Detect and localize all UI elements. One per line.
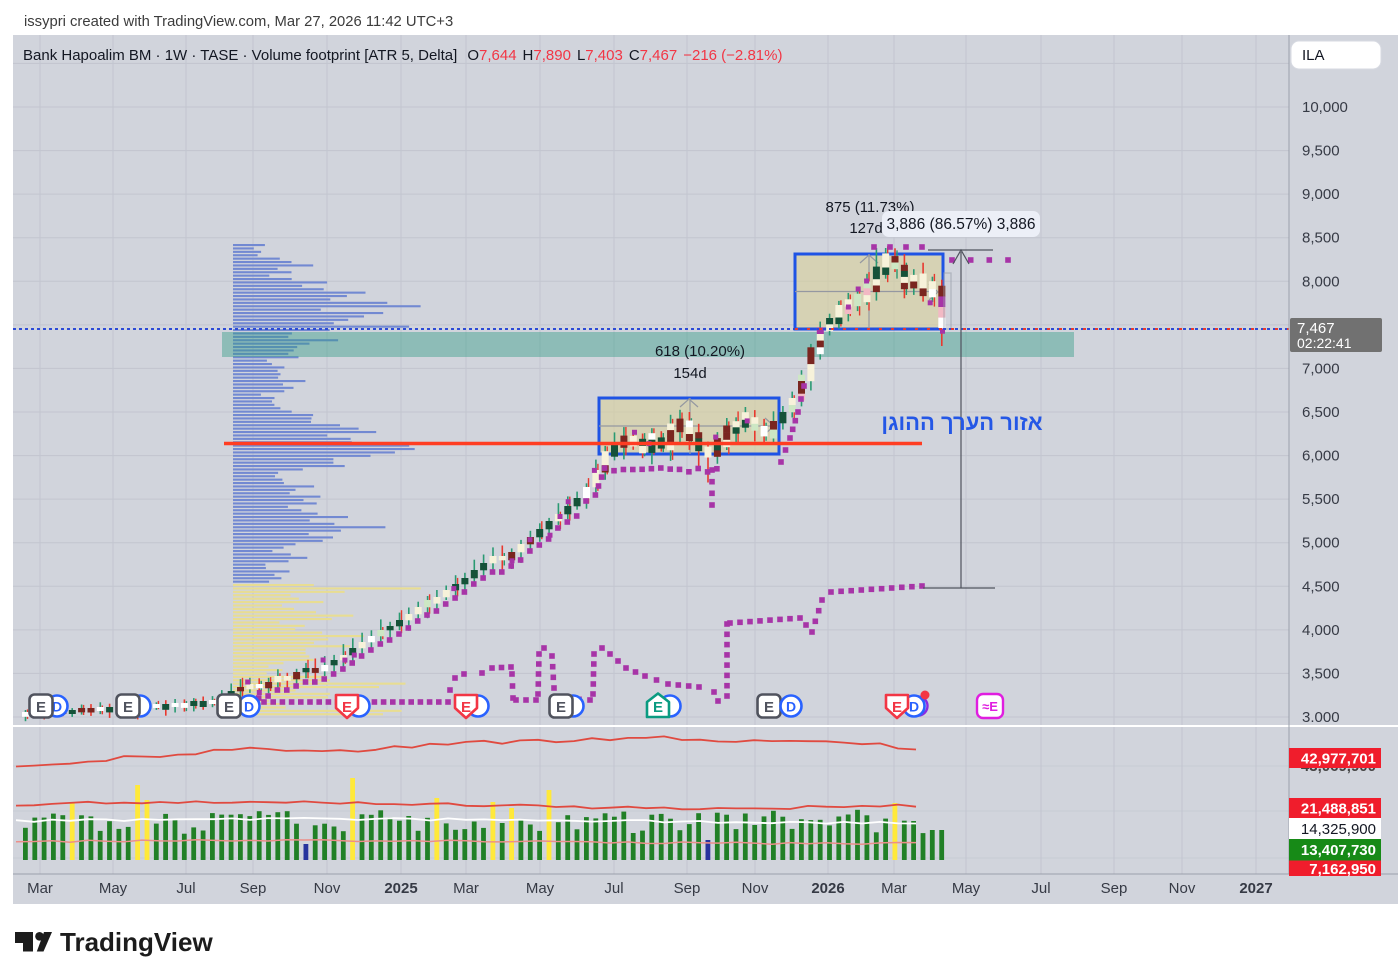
svg-text:5,500: 5,500 xyxy=(1302,491,1340,508)
svg-text:3.000: 3.000 xyxy=(1302,709,1340,726)
svg-text:May: May xyxy=(952,880,981,897)
svg-text:E: E xyxy=(764,699,774,716)
svg-text:D: D xyxy=(909,699,919,715)
svg-text:D: D xyxy=(52,699,62,715)
svg-text:E: E xyxy=(556,699,566,716)
svg-text:E: E xyxy=(653,699,663,716)
svg-text:May: May xyxy=(526,880,555,897)
svg-text:8,000: 8,000 xyxy=(1302,273,1340,290)
svg-text:Sep: Sep xyxy=(674,880,701,897)
svg-text:7,000: 7,000 xyxy=(1302,360,1340,377)
svg-text:E: E xyxy=(461,699,471,716)
svg-text:May: May xyxy=(99,880,128,897)
svg-text:ILA: ILA xyxy=(1302,47,1325,64)
svg-text:אזור הערך ההוגן: אזור הערך ההוגן xyxy=(881,410,1042,435)
svg-text:7,162,950: 7,162,950 xyxy=(1309,861,1376,878)
svg-text:3,886 (86.57%) 3,886: 3,886 (86.57%) 3,886 xyxy=(886,216,1035,233)
svg-text:issypri created with TradingVi: issypri created with TradingView.com, Ma… xyxy=(24,14,453,30)
svg-text:127d: 127d xyxy=(849,220,882,237)
svg-text:21,488,851: 21,488,851 xyxy=(1301,801,1376,818)
svg-text:13,407,730: 13,407,730 xyxy=(1301,842,1376,859)
svg-text:Mar: Mar xyxy=(881,880,907,897)
svg-text:Nov: Nov xyxy=(1169,880,1196,897)
svg-text:6,500: 6,500 xyxy=(1302,404,1340,421)
svg-text:2027: 2027 xyxy=(1239,880,1272,897)
svg-text:4,500: 4,500 xyxy=(1302,578,1340,595)
svg-text:02:22:41: 02:22:41 xyxy=(1297,335,1352,351)
svg-text:3,500: 3,500 xyxy=(1302,665,1340,682)
svg-text:Sep: Sep xyxy=(1101,880,1128,897)
svg-text:14,325,900: 14,325,900 xyxy=(1301,821,1376,838)
svg-text:D: D xyxy=(786,699,796,715)
svg-text:154d: 154d xyxy=(673,365,706,382)
svg-text:E: E xyxy=(342,699,352,716)
svg-text:Jul: Jul xyxy=(1031,880,1050,897)
svg-text:TradingView: TradingView xyxy=(60,927,213,957)
svg-text:Mar: Mar xyxy=(27,880,53,897)
svg-text:E: E xyxy=(123,699,133,716)
svg-text:Mar: Mar xyxy=(453,880,479,897)
svg-text:2026: 2026 xyxy=(811,880,844,897)
svg-text:2025: 2025 xyxy=(384,880,417,897)
svg-text:8,500: 8,500 xyxy=(1302,230,1340,247)
svg-text:Bank Hapoalim BM · 1W · TASE ·: Bank Hapoalim BM · 1W · TASE · Volume fo… xyxy=(23,47,782,64)
svg-text:≈E: ≈E xyxy=(982,699,998,714)
svg-text:6,000: 6,000 xyxy=(1302,448,1340,465)
svg-text:Nov: Nov xyxy=(314,880,341,897)
svg-text:E: E xyxy=(36,699,46,716)
svg-text:7,467: 7,467 xyxy=(1297,320,1335,337)
svg-text:Nov: Nov xyxy=(742,880,769,897)
svg-text:10,000: 10,000 xyxy=(1302,99,1348,116)
svg-text:Jul: Jul xyxy=(176,880,195,897)
svg-text:E: E xyxy=(224,699,234,716)
svg-text:D: D xyxy=(244,699,254,715)
svg-text:4,000: 4,000 xyxy=(1302,622,1340,639)
svg-text:5,000: 5,000 xyxy=(1302,535,1340,552)
svg-text:9,500: 9,500 xyxy=(1302,143,1340,160)
svg-text:618 (10.20%): 618 (10.20%) xyxy=(655,343,745,360)
svg-text:9,000: 9,000 xyxy=(1302,186,1340,203)
svg-text:Sep: Sep xyxy=(240,880,267,897)
svg-text:Jul: Jul xyxy=(604,880,623,897)
svg-text:E: E xyxy=(892,699,902,716)
svg-text:42,977,701: 42,977,701 xyxy=(1301,751,1376,768)
